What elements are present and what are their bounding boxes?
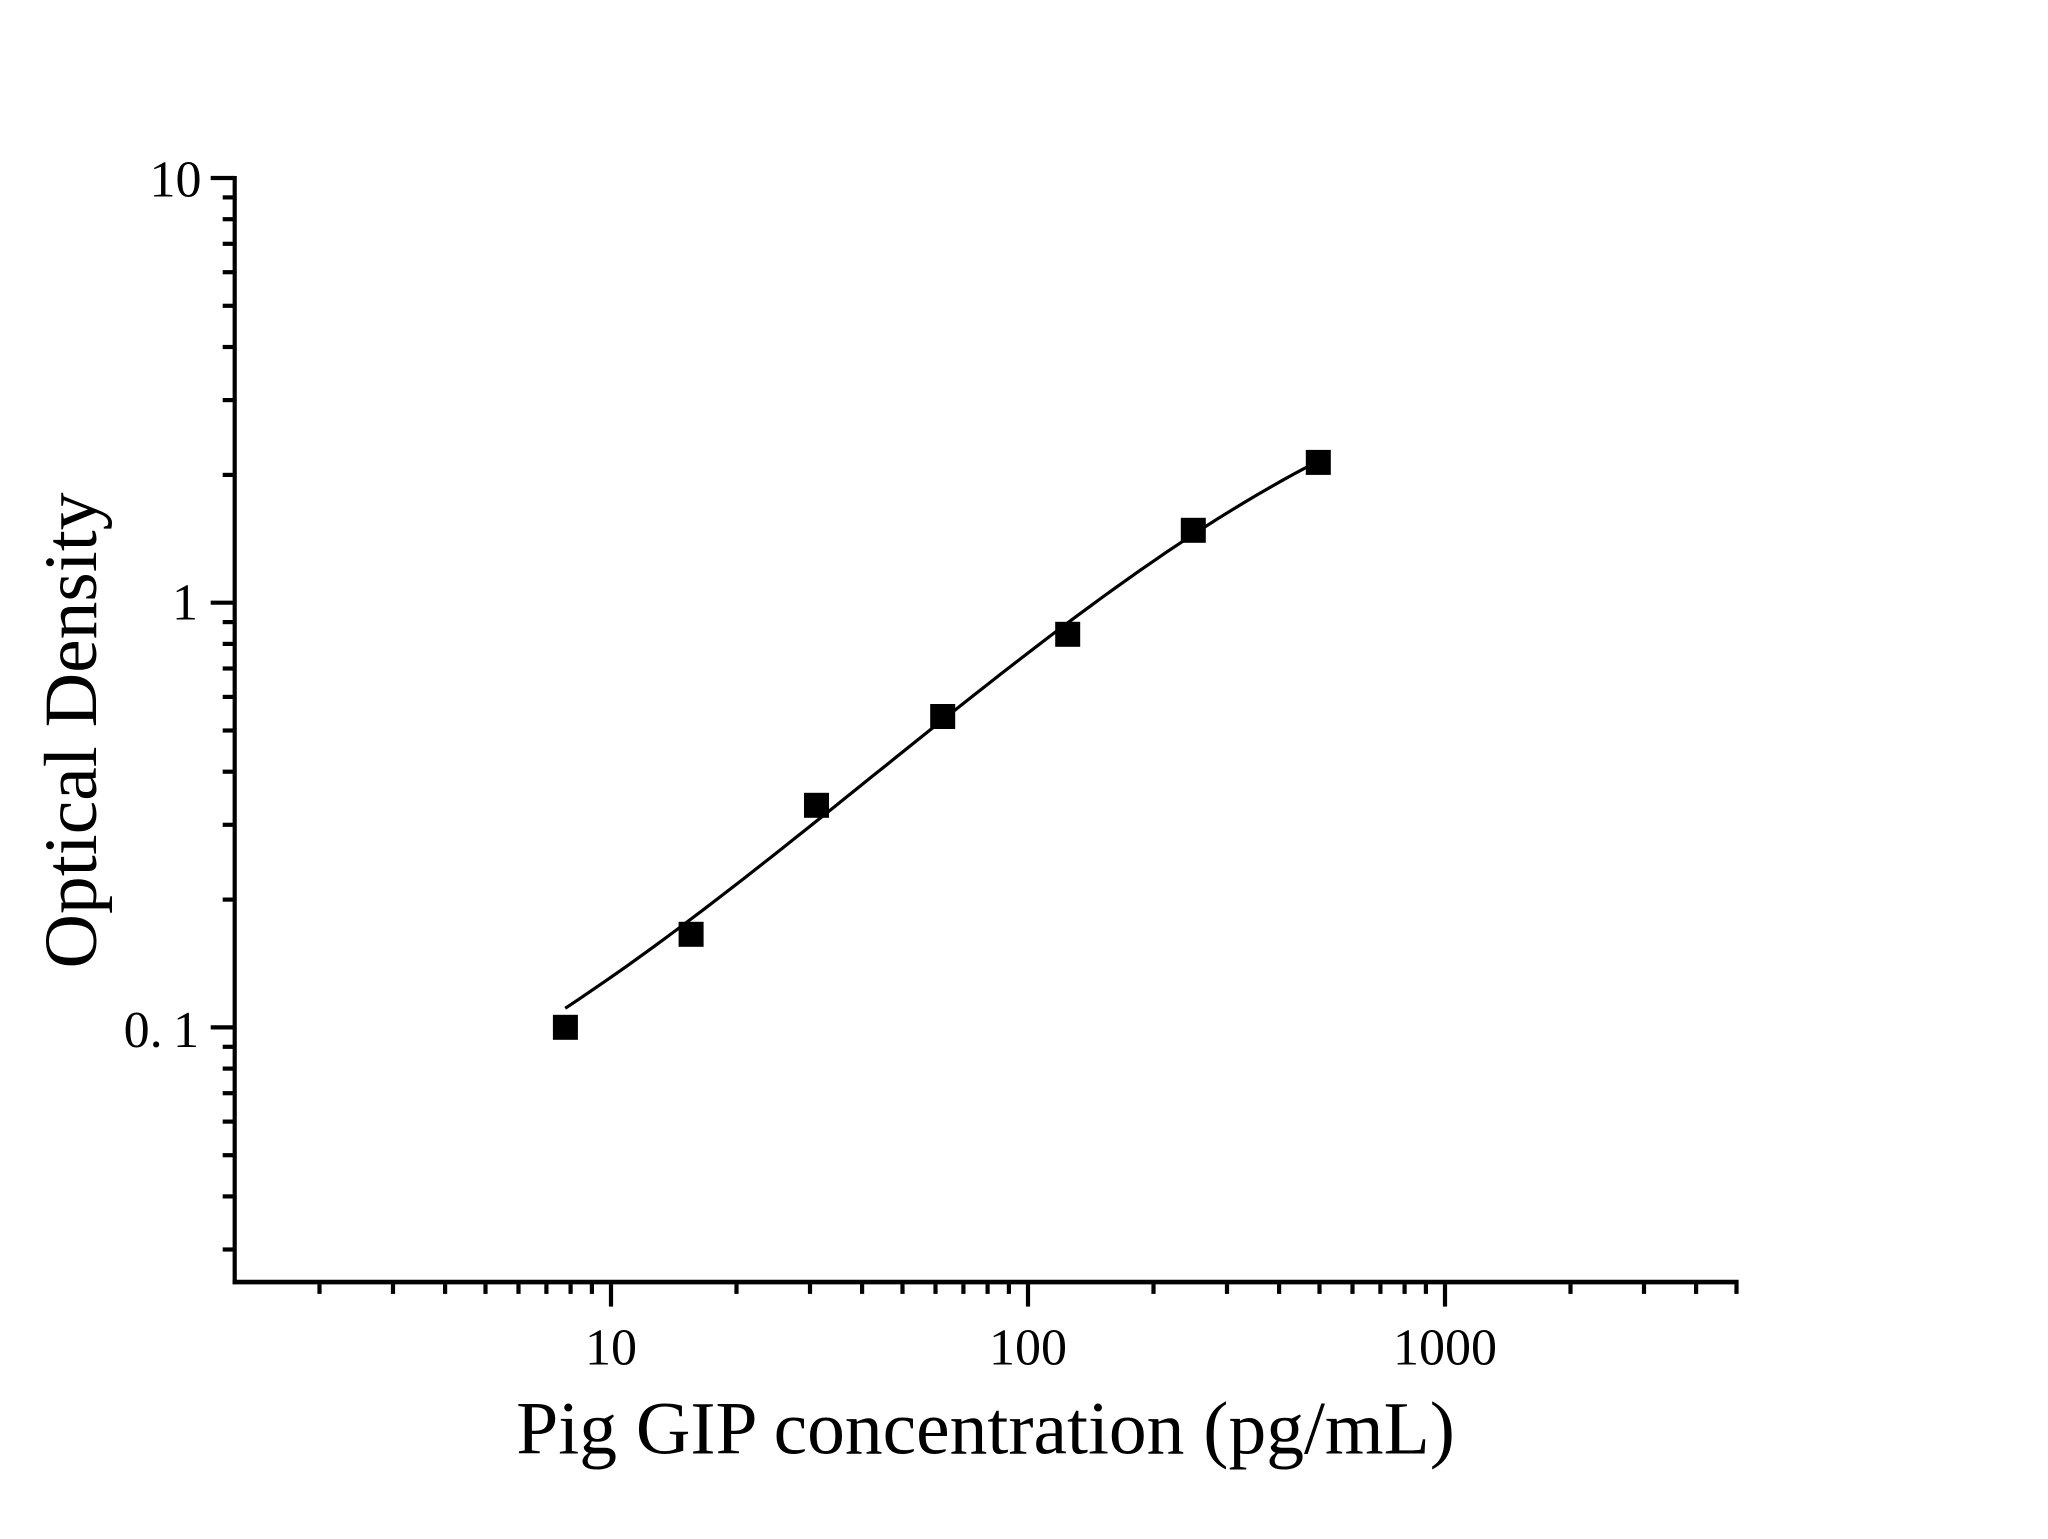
svg-text:10: 10 [150,152,202,209]
svg-text:10: 10 [585,1320,637,1377]
svg-text:1: 1 [173,1002,199,1059]
svg-text:1000: 1000 [1393,1320,1497,1377]
svg-text:Pig GIP concentration (pg/mL): Pig GIP concentration (pg/mL) [516,1388,1455,1471]
svg-text:0.: 0. [124,1002,163,1059]
svg-text:1: 1 [172,575,198,632]
svg-text:100: 100 [989,1320,1067,1377]
svg-text:Optical Density: Optical Density [30,492,113,968]
